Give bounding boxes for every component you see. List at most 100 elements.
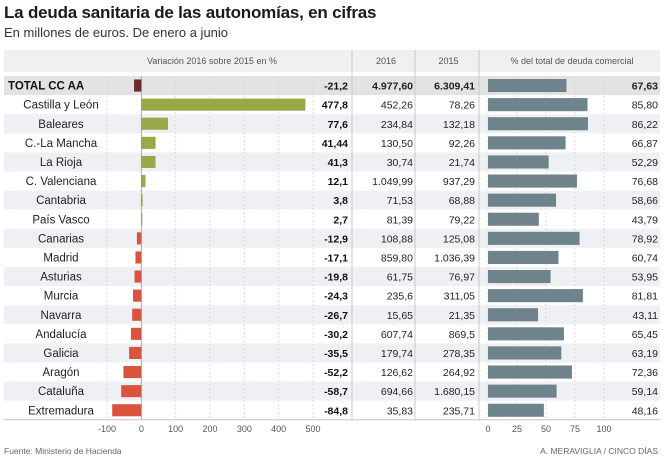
variation-bar (141, 136, 156, 149)
value-2015: 264,92 (443, 367, 475, 379)
row-name: TOTAL CC AA (8, 81, 84, 93)
variation-value: -17,1 (324, 252, 348, 264)
value-2016: 130,50 (381, 138, 413, 150)
row-name: País Vasco (32, 214, 89, 226)
variation-bar (135, 251, 142, 264)
row-name: La Rioja (40, 157, 83, 169)
header-background (4, 50, 660, 72)
value-2015: 21,74 (449, 157, 475, 169)
share-tick-label: 50 (541, 424, 551, 434)
row-name: Cantabria (36, 195, 86, 207)
value-2015: 235,71 (443, 405, 475, 417)
share-bar (488, 327, 564, 341)
share-bar (488, 346, 562, 360)
variation-value: -26,7 (324, 310, 348, 322)
variation-bar (141, 175, 146, 188)
share-bar (488, 365, 572, 379)
row-name: Navarra (41, 310, 83, 322)
row-name: Madrid (43, 252, 78, 264)
variation-tick-label: 300 (237, 424, 252, 434)
variation-value: -30,2 (324, 329, 348, 341)
share-tick-label: 75 (570, 424, 580, 434)
variation-bar (112, 404, 142, 417)
row-name: Galicia (43, 348, 79, 360)
row-name: Andalucía (35, 329, 87, 341)
source-note: Fuente: Ministerio de Hacienda (4, 446, 122, 456)
share-bar (488, 174, 577, 188)
variation-tick-label: 200 (202, 424, 217, 434)
value-2016: 694,66 (381, 386, 413, 398)
share-value: 86,22 (632, 119, 658, 131)
share-value: 43,11 (633, 310, 659, 322)
value-2015: 937,29 (443, 176, 475, 188)
variation-bar (134, 79, 142, 92)
variation-tick-label: -100 (98, 424, 116, 434)
share-value: 53,95 (632, 272, 658, 284)
share-value: 65,45 (632, 329, 658, 341)
share-value: 59,14 (632, 386, 658, 398)
value-2015: 92,26 (449, 138, 475, 150)
row-name: C. Valenciana (26, 176, 97, 188)
variation-bar (141, 213, 143, 226)
variation-bar (141, 98, 306, 111)
value-2016: 859,80 (381, 252, 413, 264)
variation-bar (134, 270, 142, 283)
variation-bar (130, 327, 142, 340)
variation-value: -24,3 (324, 291, 348, 303)
share-value: 85,80 (632, 100, 658, 112)
value-2015: 1.036,39 (434, 252, 475, 264)
share-bar (488, 212, 539, 226)
share-bar (488, 193, 557, 207)
share-value: 72,36 (632, 367, 658, 379)
value-2016: 126,62 (381, 367, 413, 379)
row-name: Castilla y León (23, 100, 98, 112)
share-value: 63,19 (632, 348, 658, 360)
share-value: 66,87 (632, 138, 658, 150)
row-name: Murcia (44, 291, 79, 303)
value-2016: 35,83 (387, 405, 413, 417)
variation-bar (141, 117, 168, 130)
share-bar (488, 98, 588, 112)
value-2016: 235,6 (387, 291, 413, 303)
variation-value: -35,5 (324, 348, 348, 360)
variation-value: -52,2 (324, 367, 348, 379)
share-tick-label: 25 (512, 424, 522, 434)
share-bar (488, 231, 580, 245)
value-2016: 108,88 (381, 233, 413, 245)
variation-value: -19,8 (324, 272, 348, 284)
share-bar (488, 403, 544, 417)
variation-tick-label: 0 (139, 424, 144, 434)
value-2016: 179,74 (381, 348, 413, 360)
credit-note: A. MERAVIGLIA / CINCO DÍAS (540, 446, 658, 456)
share-value: 48,16 (632, 405, 658, 417)
variation-bar (141, 194, 143, 207)
share-value: 58,66 (632, 195, 658, 207)
header-variation: Variación 2016 sobre 2015 en % (147, 56, 277, 66)
variation-value: -21,2 (324, 81, 348, 93)
variation-bar (132, 289, 142, 302)
share-value: 67,63 (632, 81, 658, 93)
share-value: 43,79 (632, 214, 658, 226)
share-bar (488, 117, 589, 131)
row-background (4, 190, 660, 210)
share-value: 78,92 (632, 233, 658, 245)
share-value: 76,68 (632, 176, 658, 188)
row-name: Extremadura (28, 405, 94, 417)
variation-bar (129, 346, 142, 359)
variation-value: 477,8 (322, 100, 348, 112)
value-2015: 21,35 (449, 310, 475, 322)
value-2016: 61,75 (387, 272, 413, 284)
share-tick-label: 100 (596, 424, 611, 434)
variation-tick-label: 100 (168, 424, 183, 434)
variation-value: 12,1 (328, 176, 349, 188)
row-name: C.-La Mancha (25, 138, 98, 150)
variation-value: 41,44 (322, 138, 348, 150)
share-value: 60,74 (632, 252, 658, 264)
variation-bar (136, 232, 142, 245)
variation-bar (123, 366, 142, 379)
value-2016: 1.049,99 (372, 176, 413, 188)
value-2016: 30,74 (387, 157, 413, 169)
row-name: Canarias (38, 233, 84, 245)
row-name: Baleares (38, 119, 84, 131)
variation-tick-label: 500 (305, 424, 320, 434)
